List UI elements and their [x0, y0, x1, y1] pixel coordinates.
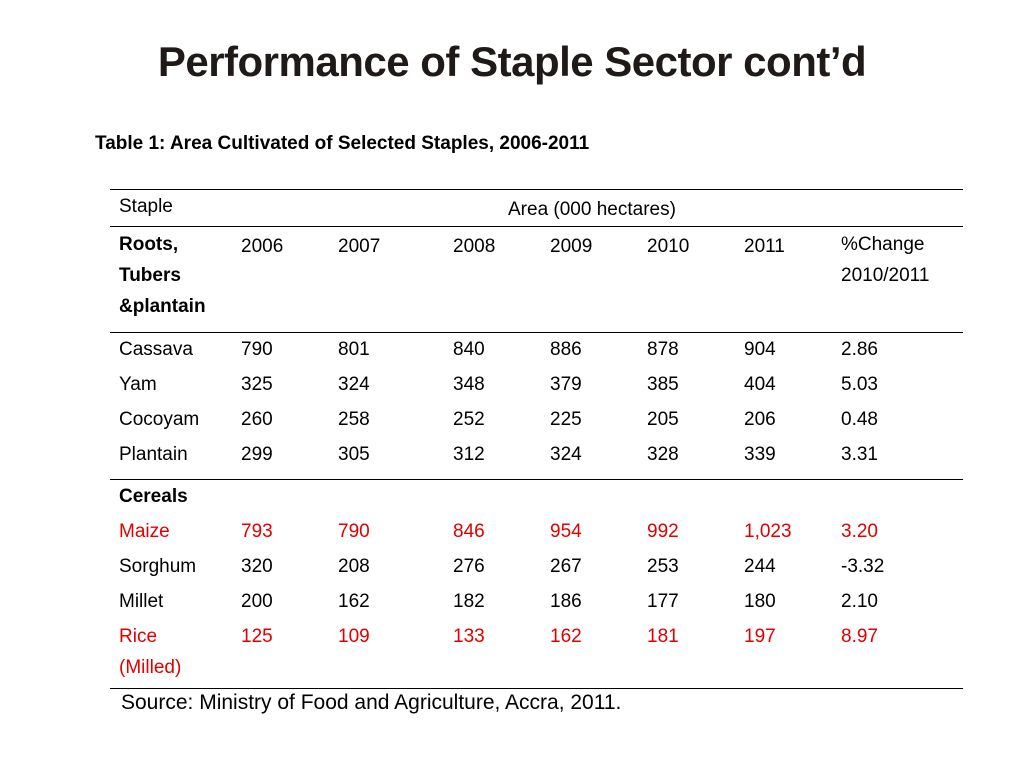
- table-cell: 2.86: [841, 339, 878, 360]
- table-cell: 379: [550, 374, 582, 395]
- row-label: Sorghum: [119, 556, 197, 577]
- table-row: Plantain 299 305 312 324 328 339 3.31: [110, 444, 963, 480]
- year-header: 2009: [550, 236, 593, 257]
- row-label: Plantain: [119, 444, 188, 465]
- table-cell: 3.31: [841, 444, 878, 465]
- area-column-header: Area (000 hectares): [508, 199, 676, 220]
- row-label: Cassava: [119, 339, 193, 360]
- page-title: Performance of Staple Sector cont’d: [157, 38, 867, 85]
- table-cell: 252: [453, 409, 485, 430]
- table-cell: 904: [744, 339, 776, 360]
- table-cell: 109: [338, 626, 370, 647]
- table-cell: -3.32: [841, 556, 885, 577]
- table-cell: 954: [550, 521, 582, 542]
- table-cell: 267: [550, 556, 582, 577]
- table-cell: 320: [241, 556, 273, 577]
- table-header-row: Staple Area (000 hectares): [110, 190, 963, 227]
- table-cell: 348: [453, 374, 485, 395]
- table-cell: 186: [550, 591, 582, 612]
- year-header: 2006: [241, 236, 284, 257]
- group-label-cereals: Cereals: [119, 486, 188, 507]
- table-cell: 878: [647, 339, 679, 360]
- year-header: 2007: [338, 236, 381, 257]
- group-label-roots-tubers: Roots, Tubers &plantain: [119, 234, 206, 317]
- table-cell: 8.97: [841, 626, 878, 647]
- table-cell: 3.20: [841, 521, 878, 542]
- table-row: Cassava 790 801 840 886 878 904 2.86: [110, 339, 963, 374]
- table-cell: 992: [647, 521, 679, 542]
- table-cell: 840: [453, 339, 485, 360]
- table-cell: 208: [338, 556, 370, 577]
- table-cell: 200: [241, 591, 273, 612]
- table-cell: 1,023: [744, 521, 792, 542]
- table-cell: 181: [647, 626, 679, 647]
- table-cell: 225: [550, 409, 582, 430]
- table-row: Sorghum 320 208 276 267 253 244 -3.32: [110, 556, 963, 591]
- table-cell: 180: [744, 591, 776, 612]
- table-caption: Table 1: Area Cultivated of Selected Sta…: [95, 133, 590, 154]
- table-cell: 5.03: [841, 374, 878, 395]
- row-label: Yam: [119, 374, 157, 395]
- table-cell: 339: [744, 444, 776, 465]
- table-cell: 260: [241, 409, 273, 430]
- row-label: Maize: [119, 521, 170, 542]
- table-row-highlighted: Maize 793 790 846 954 992 1,023 3.20: [110, 521, 963, 556]
- table-row: Yam 325 324 348 379 385 404 5.03: [110, 374, 963, 409]
- table-cell: 801: [338, 339, 370, 360]
- table-cell: 125: [241, 626, 273, 647]
- table-cell: 404: [744, 374, 776, 395]
- year-header: 2011: [744, 236, 785, 257]
- table-cell: 197: [744, 626, 776, 647]
- table-cell: 177: [647, 591, 679, 612]
- table-cell: 162: [338, 591, 370, 612]
- table-cell: 324: [338, 374, 370, 395]
- table-cell: 325: [241, 374, 273, 395]
- table-cell: 790: [241, 339, 273, 360]
- table-cell: 793: [241, 521, 273, 542]
- table-cell: 305: [338, 444, 370, 465]
- table-cell: 258: [338, 409, 370, 430]
- table-row-highlighted: Rice (Milled) 125 109 133 162 181 197 8.…: [110, 626, 963, 688]
- table-row: Millet 200 162 182 186 177 180 2.10: [110, 591, 963, 626]
- table-cell: 385: [647, 374, 679, 395]
- table-cell: 328: [647, 444, 679, 465]
- table-cell: 790: [338, 521, 370, 542]
- year-header: 2008: [453, 236, 496, 257]
- group-label-row: Cereals: [110, 486, 963, 521]
- table-cell: 299: [241, 444, 273, 465]
- table-cell: 0.48: [841, 409, 878, 430]
- table-cell: 244: [744, 556, 776, 577]
- year-header: 2010: [647, 236, 690, 257]
- row-label: Cocoyam: [119, 409, 200, 430]
- table-cell: 312: [453, 444, 485, 465]
- table-cell: 253: [647, 556, 679, 577]
- table-cell: 276: [453, 556, 485, 577]
- table-cell: 846: [453, 521, 485, 542]
- table-cell: 205: [647, 409, 679, 430]
- table-cell: 206: [744, 409, 776, 430]
- table-cell: 182: [453, 591, 485, 612]
- staples-table: Staple Area (000 hectares) Roots, Tubers…: [110, 189, 963, 689]
- table-cell: 886: [550, 339, 582, 360]
- table-cell: 324: [550, 444, 582, 465]
- staple-column-header: Staple: [119, 196, 173, 217]
- source-note: Source: Ministry of Food and Agriculture…: [121, 691, 622, 714]
- row-label: Millet: [119, 591, 164, 612]
- row-label: Rice (Milled): [119, 626, 182, 678]
- table-row: Cocoyam 260 258 252 225 205 206 0.48: [110, 409, 963, 444]
- table-cell: 162: [550, 626, 582, 647]
- change-header: %Change 2010/2011: [841, 234, 930, 286]
- table-subheader-row: Roots, Tubers &plantain 2006 2007 2008 2…: [110, 227, 963, 333]
- table-cell: 133: [453, 626, 485, 647]
- table-cell: 2.10: [841, 591, 878, 612]
